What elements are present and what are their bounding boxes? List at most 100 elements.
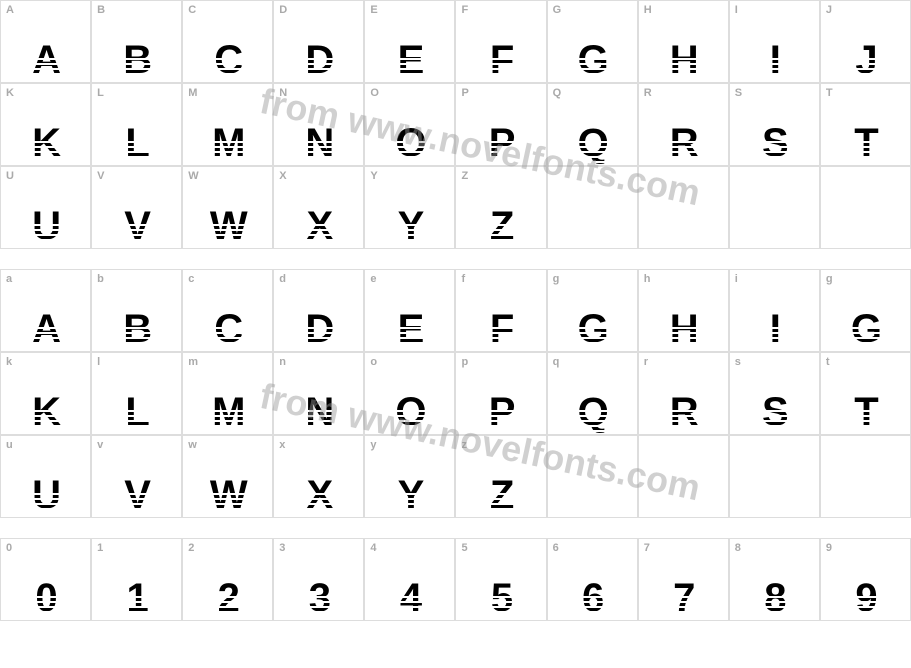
glyph-wrap: X (274, 206, 363, 246)
glyph-cell: ZZ (455, 166, 546, 249)
glyph-cell: 22 (182, 538, 273, 621)
glyph-wrap: U (1, 206, 90, 246)
glyph-cell: kK (0, 352, 91, 435)
glyph: C (214, 309, 241, 349)
glyph-cell: rR (638, 352, 729, 435)
glyph-wrap: F (456, 309, 545, 349)
glyph-cell: fF (455, 269, 546, 352)
glyph-cell: gG (547, 269, 638, 352)
glyph-row: AABBCCDDEEFFGGHHIIJJ (0, 0, 911, 83)
cell-label: f (461, 273, 465, 285)
glyph-wrap: E (365, 40, 454, 80)
glyph-wrap: W (183, 475, 272, 515)
glyph-wrap: P (456, 392, 545, 432)
glyph-cell: lL (91, 352, 182, 435)
glyph-cell: VV (91, 166, 182, 249)
glyph-wrap: C (183, 309, 272, 349)
cell-label: O (370, 87, 379, 99)
cell-label: i (735, 273, 738, 285)
cell-label: T (826, 87, 833, 99)
glyph-wrap: D (274, 309, 363, 349)
cell-label: q (553, 356, 560, 368)
glyph: W (210, 475, 246, 515)
cell-label: y (370, 439, 376, 451)
cell-label: B (97, 4, 105, 16)
glyph-cell: AA (0, 0, 91, 83)
glyph-wrap: Q (548, 392, 637, 432)
glyph-wrap: D (274, 40, 363, 80)
glyph-wrap: G (821, 309, 910, 349)
glyph-cell: iI (729, 269, 820, 352)
section-spacer (0, 249, 911, 269)
cell-label: R (644, 87, 652, 99)
glyph: U (32, 206, 59, 246)
glyph-wrap: 0 (1, 578, 90, 618)
glyph: H (670, 309, 697, 349)
glyph-row: 00112233445566778899 (0, 538, 911, 621)
cell-label: N (279, 87, 287, 99)
glyph-cell: zZ (455, 435, 546, 518)
glyph-cell: oO (364, 352, 455, 435)
cell-label: C (188, 4, 196, 16)
glyph-cell: 88 (729, 538, 820, 621)
glyph-cell: hH (638, 269, 729, 352)
cell-label: W (188, 170, 198, 182)
glyph: C (214, 40, 241, 80)
glyph-cell: dD (273, 269, 364, 352)
glyph-cell: 77 (638, 538, 729, 621)
glyph-cell (820, 166, 911, 249)
glyph-cell: 00 (0, 538, 91, 621)
glyph-cell: xX (273, 435, 364, 518)
cell-label: o (370, 356, 377, 368)
glyph: F (490, 40, 512, 80)
cell-label: U (6, 170, 14, 182)
glyph-cell: YY (364, 166, 455, 249)
glyph-cell: BB (91, 0, 182, 83)
cell-label: 3 (279, 542, 285, 554)
glyph: D (305, 40, 332, 80)
glyph-wrap: S (730, 392, 819, 432)
glyph-wrap: R (639, 392, 728, 432)
cell-label: n (279, 356, 286, 368)
glyph-wrap: I (730, 309, 819, 349)
cell-label: e (370, 273, 376, 285)
cell-label: r (644, 356, 648, 368)
cell-label: p (461, 356, 468, 368)
glyph-wrap: T (821, 123, 910, 163)
glyph-wrap: I (730, 40, 819, 80)
cell-label: g (553, 273, 560, 285)
glyph: T (854, 123, 876, 163)
cell-label: a (6, 273, 12, 285)
glyph-wrap: 1 (92, 578, 181, 618)
glyph-wrap: Z (456, 475, 545, 515)
glyph: J (855, 40, 875, 80)
glyph-wrap: U (1, 475, 90, 515)
glyph: K (32, 392, 59, 432)
glyph-cell (638, 435, 729, 518)
glyph-cell: vV (91, 435, 182, 518)
glyph-cell (729, 435, 820, 518)
glyph: 5 (491, 578, 511, 618)
glyph: D (305, 309, 332, 349)
cell-label: Q (553, 87, 562, 99)
glyph-wrap: G (548, 309, 637, 349)
cell-label: A (6, 4, 14, 16)
glyph-cell (820, 435, 911, 518)
glyph: R (670, 392, 697, 432)
glyph-wrap: Z (456, 206, 545, 246)
glyph: S (762, 123, 787, 163)
glyph-wrap: O (365, 123, 454, 163)
glyph: L (125, 123, 147, 163)
glyph-wrap: O (365, 392, 454, 432)
glyph-cell: cC (182, 269, 273, 352)
glyph-wrap: M (183, 392, 272, 432)
glyph-cell: CC (182, 0, 273, 83)
cell-label: L (97, 87, 104, 99)
glyph-cell: nN (273, 352, 364, 435)
glyph-wrap: E (365, 309, 454, 349)
cell-label: V (97, 170, 104, 182)
glyph: N (305, 123, 332, 163)
glyph: G (578, 309, 607, 349)
cell-label: x (279, 439, 285, 451)
glyph: V (124, 475, 149, 515)
